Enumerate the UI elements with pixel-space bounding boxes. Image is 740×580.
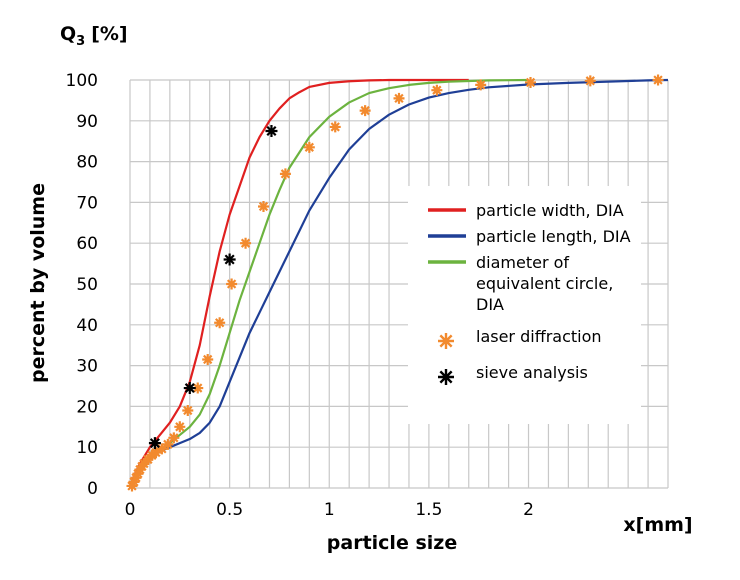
marker-laser-diffraction — [192, 382, 204, 394]
marker-laser-diffraction — [431, 84, 443, 96]
legend-label-sieve-analysis: sieve analysis — [476, 363, 588, 382]
marker-laser-diffraction — [138, 458, 150, 470]
x-unit-label: x[mm] — [623, 514, 692, 536]
legend-label-diameter-of-equivalent-circle-dia: DIA — [476, 295, 504, 314]
marker-laser-diffraction — [329, 121, 341, 133]
legend-swatch-laser-diffraction — [438, 333, 454, 349]
legend-label-diameter-of-equivalent-circle-dia: equivalent circle, — [476, 274, 613, 293]
y-tick-label: 70 — [76, 193, 98, 213]
plot-area — [126, 74, 669, 492]
marker-laser-diffraction — [174, 421, 186, 433]
marker-laser-diffraction — [182, 404, 194, 416]
marker-laser-diffraction — [156, 443, 168, 455]
y-tick-label: 100 — [66, 71, 98, 91]
y-tick-label: 90 — [76, 112, 98, 132]
marker-laser-diffraction — [258, 200, 269, 212]
x-tick-label: 0 — [125, 500, 136, 520]
marker-laser-diffraction — [652, 74, 664, 86]
x-tick-label: 1.5 — [415, 500, 442, 520]
marker-laser-diffraction — [126, 480, 138, 492]
legend-label-particle-width-dia: particle width, DIA — [476, 201, 624, 220]
marker-laser-diffraction — [393, 92, 405, 104]
marker-laser-diffraction — [303, 141, 315, 153]
marker-laser-diffraction — [359, 105, 371, 117]
marker-laser-diffraction — [130, 472, 142, 484]
y-tick-label: 40 — [76, 316, 98, 336]
marker-laser-diffraction — [525, 76, 537, 88]
marker-laser-diffraction — [226, 278, 238, 290]
legend: particle width, DIA particle length, DIA d… — [408, 186, 641, 424]
legend-label-laser-diffraction: laser diffraction — [476, 327, 602, 346]
marker-laser-diffraction — [202, 353, 214, 365]
legend-label-diameter-of-equivalent-circle-dia: diameter of — [476, 253, 569, 272]
marker-laser-diffraction — [128, 476, 140, 488]
legend-box — [408, 186, 641, 424]
marker-laser-diffraction — [150, 447, 162, 458]
series-line-particle-length-dia — [129, 78, 669, 489]
y-tick-label: 10 — [76, 438, 98, 458]
marker-sieve-analysis — [223, 253, 236, 266]
marker-laser-diffraction — [132, 468, 144, 480]
x-axis-title: particle size — [327, 532, 457, 554]
marker-sieve-analysis — [265, 125, 278, 137]
x-tick-label: 1 — [324, 500, 335, 520]
x-tick-label: 2 — [523, 500, 534, 520]
marker-laser-diffraction — [584, 75, 596, 87]
y-tick-label: 60 — [76, 234, 98, 254]
marker-laser-diffraction — [214, 317, 226, 329]
series-line-particle-width-dia — [128, 78, 469, 489]
y-tick-label: 20 — [76, 397, 98, 417]
legend-swatch-sieve-analysis — [438, 369, 454, 385]
tick-labels: 0 10 20 30 40 50 60 70 80 90 100 0 0.5 1 1.5 2 — [66, 71, 534, 520]
y-tick-label: 0 — [87, 479, 98, 499]
y-quantity-label: Q3 [%] — [60, 23, 128, 49]
legend-label-particle-length-dia: particle length, DIA — [476, 227, 631, 246]
marker-laser-diffraction — [240, 237, 252, 249]
marker-laser-diffraction — [475, 79, 487, 91]
marker-laser-diffraction — [168, 432, 180, 444]
y-tick-label: 30 — [76, 357, 98, 377]
marker-sieve-analysis — [148, 437, 161, 450]
x-tick-label: 0.5 — [216, 500, 243, 520]
marker-laser-diffraction — [162, 438, 174, 450]
marker-laser-diffraction — [142, 453, 154, 465]
y-tick-label: 80 — [76, 153, 98, 173]
y-axis-title: percent by volume — [27, 183, 49, 383]
marker-sieve-analysis — [183, 382, 196, 395]
y-tick-label: 50 — [76, 275, 98, 295]
marker-laser-diffraction — [279, 168, 291, 180]
